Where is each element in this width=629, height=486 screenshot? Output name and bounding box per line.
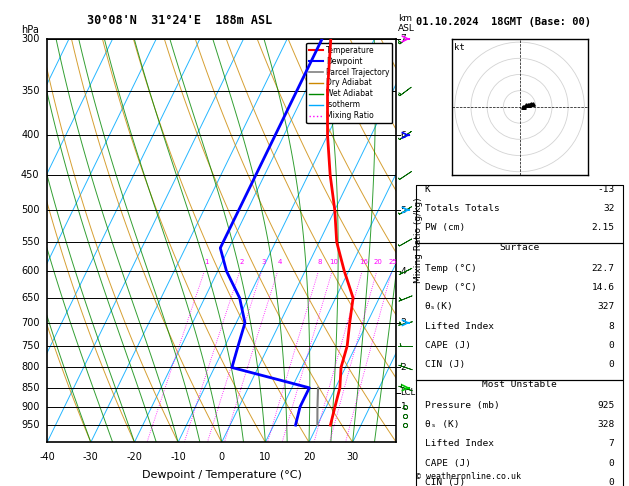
Text: θₛ(K): θₛ(K) [425, 302, 454, 312]
Text: 8: 8 [318, 260, 323, 265]
Text: 500: 500 [21, 205, 40, 215]
Text: 750: 750 [21, 341, 40, 351]
Text: 10: 10 [259, 452, 272, 462]
Text: CAPE (J): CAPE (J) [425, 459, 470, 468]
Text: 350: 350 [21, 86, 40, 96]
Text: Temp (°C): Temp (°C) [425, 264, 476, 273]
Text: 7: 7 [401, 35, 406, 43]
Text: Pressure (mb): Pressure (mb) [425, 401, 499, 410]
Text: 14.6: 14.6 [591, 283, 615, 292]
Text: Lifted Index: Lifted Index [425, 322, 494, 330]
Text: kt: kt [454, 43, 465, 52]
Text: 0: 0 [609, 459, 615, 468]
Text: 0: 0 [609, 478, 615, 486]
Text: Totals Totals: Totals Totals [425, 204, 499, 213]
Text: 5: 5 [401, 206, 406, 214]
Text: 2: 2 [240, 260, 244, 265]
Text: 800: 800 [21, 363, 40, 372]
Text: -40: -40 [39, 452, 55, 462]
Text: 700: 700 [21, 318, 40, 328]
Text: Most Unstable: Most Unstable [482, 380, 557, 389]
Text: -10: -10 [170, 452, 186, 462]
Text: θₛ (K): θₛ (K) [425, 420, 459, 429]
Text: CIN (J): CIN (J) [425, 360, 465, 369]
Text: hPa: hPa [21, 25, 40, 35]
Text: 2.15: 2.15 [591, 224, 615, 232]
Text: 4: 4 [277, 260, 282, 265]
Text: 0: 0 [609, 360, 615, 369]
Text: 20: 20 [303, 452, 315, 462]
Text: 850: 850 [21, 383, 40, 393]
Text: 328: 328 [597, 420, 615, 429]
Text: 8: 8 [609, 322, 615, 330]
Text: 950: 950 [21, 420, 40, 430]
Text: 1: 1 [204, 260, 209, 265]
Text: CIN (J): CIN (J) [425, 478, 465, 486]
Text: 550: 550 [21, 237, 40, 247]
Text: K: K [425, 185, 430, 194]
Text: 22.7: 22.7 [591, 264, 615, 273]
Text: 0: 0 [609, 341, 615, 350]
Text: -13: -13 [597, 185, 615, 194]
Text: 2: 2 [401, 363, 406, 372]
Text: -30: -30 [83, 452, 99, 462]
Text: 10: 10 [330, 260, 338, 265]
Text: 900: 900 [21, 402, 40, 412]
Text: 0: 0 [219, 452, 225, 462]
Text: -20: -20 [126, 452, 142, 462]
Text: Mixing Ratio (g/kg): Mixing Ratio (g/kg) [415, 198, 423, 283]
Text: Surface: Surface [499, 243, 540, 252]
Text: 600: 600 [21, 266, 40, 276]
Text: 400: 400 [21, 130, 40, 140]
Text: PW (cm): PW (cm) [425, 224, 465, 232]
Text: © weatheronline.co.uk: © weatheronline.co.uk [416, 472, 521, 481]
Legend: Temperature, Dewpoint, Parcel Trajectory, Dry Adiabat, Wet Adiabat, Isotherm, Mi: Temperature, Dewpoint, Parcel Trajectory… [306, 43, 392, 123]
Text: Dewp (°C): Dewp (°C) [425, 283, 476, 292]
Text: LCL: LCL [401, 388, 416, 397]
Text: Dewpoint / Temperature (°C): Dewpoint / Temperature (°C) [142, 470, 302, 481]
Text: 3: 3 [261, 260, 265, 265]
Text: 1: 1 [401, 402, 406, 412]
Text: 25: 25 [389, 260, 398, 265]
Text: CAPE (J): CAPE (J) [425, 341, 470, 350]
Text: 300: 300 [21, 34, 40, 44]
Text: 30: 30 [347, 452, 359, 462]
Text: 4: 4 [401, 267, 406, 276]
Text: 01.10.2024  18GMT (Base: 00): 01.10.2024 18GMT (Base: 00) [416, 17, 591, 27]
Text: 6: 6 [401, 131, 406, 140]
Text: 30°08'N  31°24'E  188m ASL: 30°08'N 31°24'E 188m ASL [87, 14, 272, 27]
Text: 650: 650 [21, 293, 40, 303]
Text: 32: 32 [603, 204, 615, 213]
Text: 450: 450 [21, 170, 40, 180]
Text: Lifted Index: Lifted Index [425, 439, 494, 449]
Text: 925: 925 [597, 401, 615, 410]
Text: 7: 7 [609, 439, 615, 449]
Text: 20: 20 [374, 260, 383, 265]
Text: 16: 16 [359, 260, 368, 265]
Text: 327: 327 [597, 302, 615, 312]
Text: 3: 3 [401, 318, 406, 327]
Text: km
ASL: km ASL [398, 14, 415, 33]
